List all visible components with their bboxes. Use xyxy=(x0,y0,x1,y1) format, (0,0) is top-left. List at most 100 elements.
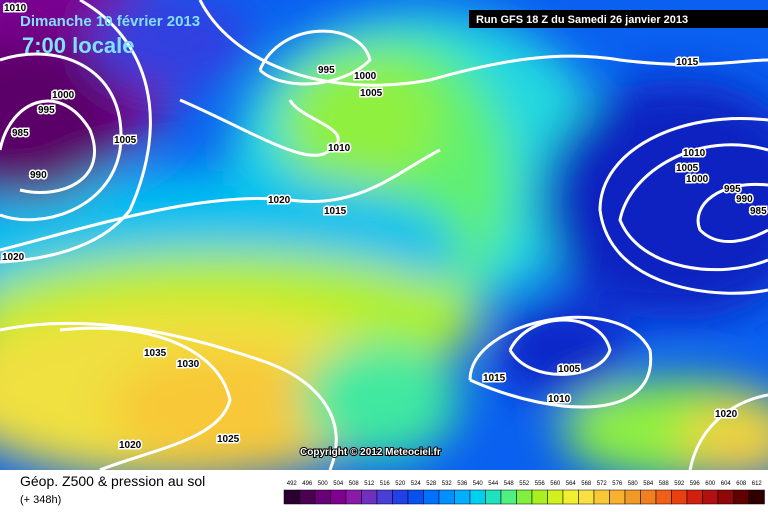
scale-label: 500 xyxy=(318,481,329,487)
isobar-label: 995 xyxy=(724,184,741,195)
footer-lead: (+ 348h) xyxy=(20,494,61,506)
isobar-labels: 1010100099598599010059951000100510151010… xyxy=(1,2,768,453)
scale-label: 596 xyxy=(690,481,701,487)
scale-swatch xyxy=(438,489,455,505)
scale-swatch xyxy=(392,489,409,505)
scale-swatch xyxy=(299,489,316,505)
scale-label: 580 xyxy=(628,481,639,487)
scale-label: 564 xyxy=(566,481,577,487)
isobar-label: 1000 xyxy=(354,71,377,82)
isobar-label: 1020 xyxy=(715,409,738,420)
scale-swatch xyxy=(485,489,502,505)
field xyxy=(0,0,768,470)
scale-swatch xyxy=(361,489,378,505)
color-scale: 492 496 500 504 508 512 516 520 524 528 532 536 540 5… xyxy=(283,481,765,505)
scale-label: 552 xyxy=(519,481,530,487)
scale-swatch xyxy=(578,489,595,505)
scale-label: 516 xyxy=(380,481,391,487)
scale-swatch xyxy=(671,489,688,505)
scale-swatch xyxy=(531,489,548,505)
scale-label: 560 xyxy=(550,481,561,487)
scale-swatch xyxy=(376,489,393,505)
scale-swatch xyxy=(283,489,300,505)
scale-swatch xyxy=(562,489,579,505)
scale-label: 528 xyxy=(426,481,437,487)
scale-label: 572 xyxy=(597,481,608,487)
isobar-label: 1015 xyxy=(483,373,506,384)
scale-swatch xyxy=(547,489,564,505)
isobar-label: 995 xyxy=(318,65,335,76)
isobar-label: 1030 xyxy=(177,359,200,370)
isobar-label: 990 xyxy=(30,170,47,181)
scale-label: 540 xyxy=(473,481,484,487)
scale-swatch xyxy=(423,489,440,505)
scale-label: 508 xyxy=(349,481,360,487)
time: 7:00 locale xyxy=(22,33,135,58)
isobar-label: 985 xyxy=(750,206,767,217)
isobar-label: 1010 xyxy=(4,3,27,14)
isobar-label: 1020 xyxy=(2,252,25,263)
scale-swatch xyxy=(624,489,641,505)
scale-label: 512 xyxy=(364,481,375,487)
scale-swatch xyxy=(330,489,347,505)
scale-label: 600 xyxy=(705,481,716,487)
scale-label: 492 xyxy=(287,481,298,487)
isobar-label: 1000 xyxy=(52,90,75,101)
isobars xyxy=(0,0,768,470)
scale-label: 504 xyxy=(333,481,344,487)
scale-label: 568 xyxy=(581,481,592,487)
isobar-label: 1010 xyxy=(328,143,351,154)
isobar-label: 1010 xyxy=(548,394,571,405)
copyright: Copyright © 2012 Meteociel.fr xyxy=(300,447,441,458)
scale-label: 532 xyxy=(442,481,453,487)
scale-swatch xyxy=(640,489,657,505)
scale-swatch xyxy=(702,489,719,505)
scale-swatch xyxy=(314,489,331,505)
isobar-label: 1025 xyxy=(217,434,240,445)
isobar-label: 1015 xyxy=(676,57,699,68)
scale-label: 604 xyxy=(721,481,732,487)
scale-label: 556 xyxy=(535,481,546,487)
scale-label: 496 xyxy=(302,481,313,487)
scale-label: 544 xyxy=(488,481,499,487)
scale-label: 592 xyxy=(674,481,685,487)
scale-label: 588 xyxy=(659,481,670,487)
scale-swatch xyxy=(686,489,703,505)
isobar-label: 1005 xyxy=(558,364,581,375)
isobar-label: 985 xyxy=(12,128,29,139)
isobar-label: 1020 xyxy=(268,195,291,206)
isobar-label: 1010 xyxy=(683,148,706,159)
scale-label: 524 xyxy=(411,481,422,487)
isobar-label: 1005 xyxy=(676,163,699,174)
scale-swatch xyxy=(655,489,672,505)
isobar-label: 1020 xyxy=(119,440,142,451)
scale-swatch xyxy=(609,489,626,505)
scale-label: 584 xyxy=(643,481,654,487)
date: Dimanche 10 février 2013 xyxy=(20,13,200,30)
scale-swatch xyxy=(500,489,517,505)
isobar-label: 1015 xyxy=(324,206,347,217)
scale-swatch xyxy=(454,489,471,505)
run-info: Run GFS 18 Z du Samedi 26 janvier 2013 xyxy=(476,14,688,26)
run-banner xyxy=(469,10,768,28)
isobar-label: 1005 xyxy=(360,88,383,99)
footer-title: Géop. Z500 & pression au sol xyxy=(20,473,205,489)
scale-label: 612 xyxy=(752,481,763,487)
scale-swatch xyxy=(733,489,750,505)
scale-swatch xyxy=(345,489,362,505)
isobar-label: 1000 xyxy=(686,174,709,185)
isobar-label: 1035 xyxy=(144,348,167,359)
scale-swatch xyxy=(469,489,486,505)
scale-swatch xyxy=(717,489,734,505)
isobar-label: 995 xyxy=(38,105,55,116)
isobar-label: 990 xyxy=(736,194,753,205)
scale-swatch xyxy=(593,489,610,505)
scale-label: 520 xyxy=(395,481,406,487)
scale-label: 608 xyxy=(736,481,747,487)
scale-label: 576 xyxy=(612,481,623,487)
scale-label: 536 xyxy=(457,481,468,487)
isobar-label: 1005 xyxy=(114,135,137,146)
scale-swatch xyxy=(516,489,533,505)
